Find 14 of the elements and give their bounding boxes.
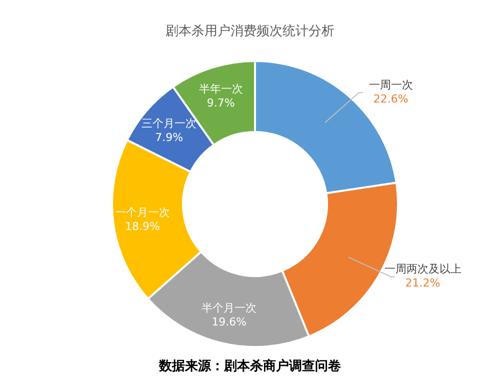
data-label: 19.6% <box>212 316 247 329</box>
data-label: 22.6% <box>373 92 408 106</box>
data-label: 9.7% <box>206 96 235 110</box>
slice-label: 半个月一次 <box>202 302 257 315</box>
slice-label: 一周一次 <box>368 78 413 92</box>
slice-label: 一个月一次 <box>114 206 170 219</box>
source-note: 数据来源：剧本杀商户调查问卷 <box>158 358 342 375</box>
slice-label: 三个月一次 <box>142 116 197 130</box>
chart-title: 剧本杀用户消费频次统计分析 <box>164 23 336 40</box>
data-label: 21.2% <box>405 276 440 290</box>
slice-label: 一周两次及以上 <box>384 262 462 276</box>
slice-label: 半年一次 <box>198 82 243 96</box>
data-label: 7.9% <box>155 130 184 144</box>
data-label: 18.9% <box>124 220 160 233</box>
